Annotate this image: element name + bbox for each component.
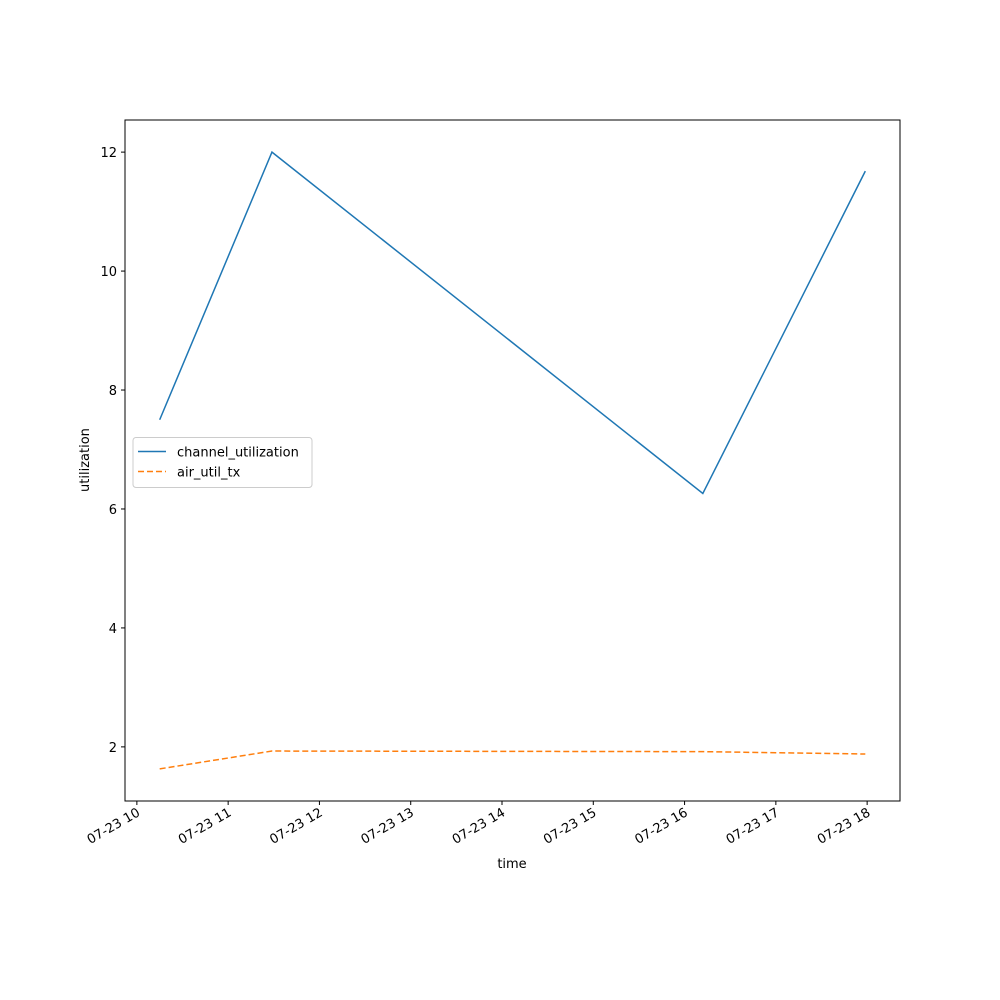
legend-label: channel_utilization	[177, 446, 299, 461]
x-tick-label: 07-23 12	[267, 805, 325, 847]
x-tick-label: 07-23 17	[724, 805, 782, 847]
x-tick-label: 07-23 18	[815, 805, 873, 847]
x-tick-label: 07-23 15	[541, 805, 599, 847]
x-tick-label: 07-23 13	[359, 805, 417, 847]
x-tick-label: 07-23 11	[176, 805, 234, 847]
x-tick-label: 07-23 16	[632, 805, 690, 847]
y-tick-label: 6	[109, 503, 117, 518]
y-tick-label: 8	[109, 384, 117, 399]
x-axis-label: time	[497, 857, 526, 872]
y-tick-label: 10	[100, 265, 117, 280]
x-tick-label: 07-23 10	[85, 805, 143, 847]
y-tick-label: 12	[100, 146, 117, 161]
data-line	[159, 750, 866, 770]
y-axis-label: utilization	[78, 428, 93, 492]
x-tick-label: 07-23 14	[450, 805, 508, 847]
y-tick-label: 4	[109, 622, 117, 637]
y-tick-label: 2	[109, 741, 117, 756]
axes-frame	[124, 119, 901, 802]
legend-box	[132, 437, 313, 488]
legend-label: air_util_tx	[177, 466, 241, 481]
data-line	[158, 150, 866, 495]
